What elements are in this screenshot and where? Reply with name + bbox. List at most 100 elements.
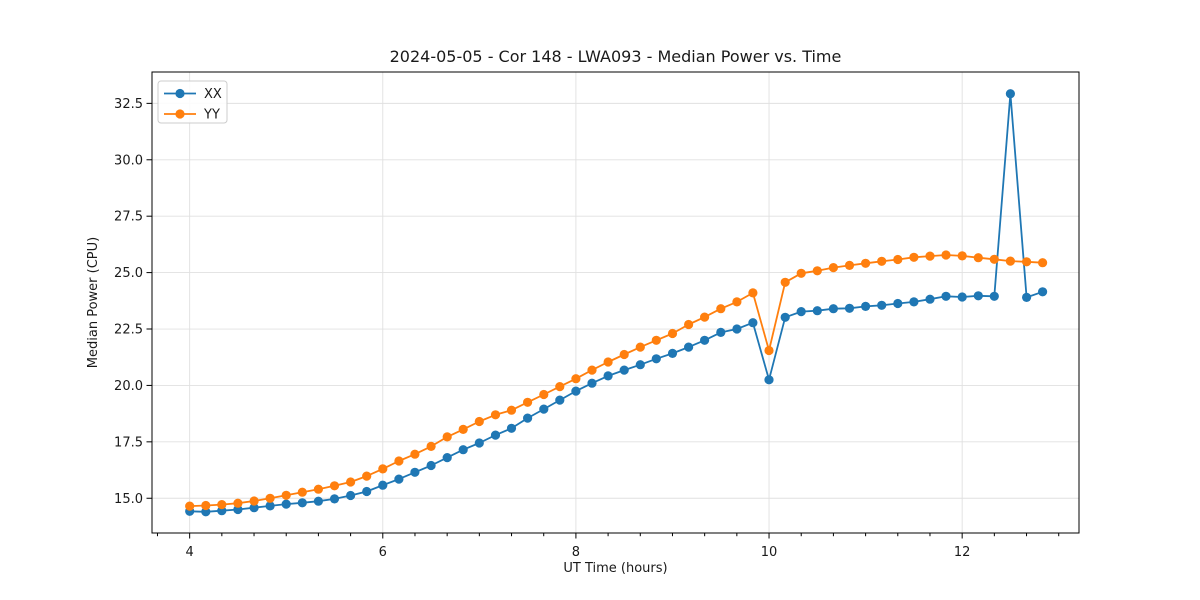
- series-XX-marker: [1022, 292, 1032, 302]
- series-XX-marker: [861, 301, 871, 311]
- series-XX-marker: [989, 291, 999, 301]
- series-XX-marker: [684, 342, 694, 352]
- legend-item-YY: YY: [164, 108, 220, 123]
- series-XX-marker: [329, 494, 340, 504]
- series-XX: [185, 89, 1048, 517]
- series-YY-marker: [571, 374, 581, 384]
- series-YY-marker: [700, 312, 710, 322]
- series-YY-marker: [909, 252, 919, 262]
- series-YY-marker: [217, 500, 227, 510]
- series-XX-marker: [973, 291, 983, 301]
- series-YY-marker: [378, 464, 388, 474]
- series-YY-marker: [458, 424, 468, 434]
- series-XX-marker: [844, 303, 855, 313]
- y-tick-label: 15.0: [114, 492, 143, 507]
- series-YY-marker: [297, 487, 307, 497]
- series-YY-marker: [1005, 256, 1016, 266]
- series-XX-marker: [571, 386, 581, 396]
- series-XX-marker: [893, 298, 903, 309]
- series-YY-marker: [764, 345, 774, 356]
- series-XX-marker: [732, 324, 742, 334]
- series-XX-marker: [458, 445, 468, 455]
- series-XX-marker: [442, 453, 452, 463]
- series-XX-marker: [265, 501, 275, 511]
- series-XX-marker: [378, 480, 388, 490]
- series-YY-marker: [233, 498, 243, 508]
- legend-marker: [175, 109, 185, 119]
- chart-title: 2024-05-05 - Cor 148 - LWA093 - Median P…: [390, 47, 842, 66]
- series-YY-marker: [394, 456, 404, 466]
- y-tick-label: 17.5: [114, 435, 143, 450]
- series-XX-marker: [539, 404, 549, 414]
- series-YY-marker: [861, 258, 871, 268]
- series-YY-marker: [281, 490, 291, 500]
- axis-ticks: [146, 102, 1060, 539]
- axes-spines: [151, 71, 1080, 534]
- series-YY-marker: [893, 254, 903, 265]
- series-YY-marker: [684, 319, 694, 330]
- series-YY-marker: [265, 493, 275, 503]
- series-YY-marker: [410, 449, 420, 459]
- y-tick-label: 32.5: [114, 97, 143, 112]
- series-YY-marker: [1022, 257, 1032, 267]
- series-XX-marker: [1038, 287, 1048, 297]
- series-YY-marker: [329, 481, 340, 491]
- series-XX-marker: [748, 318, 758, 328]
- series-YY-marker: [523, 397, 533, 407]
- series-YY-marker: [490, 410, 501, 420]
- series-XX-marker: [667, 348, 678, 358]
- legend-label: YY: [203, 108, 220, 123]
- series-YY-marker: [877, 256, 887, 266]
- series-YY-marker: [796, 268, 806, 278]
- series-YY-marker: [941, 250, 951, 260]
- series-XX-marker: [764, 375, 774, 385]
- series-XX-marker: [233, 504, 243, 515]
- series-XX-marker: [812, 306, 822, 316]
- series-XX-marker: [281, 499, 291, 509]
- series-YY-marker: [1038, 258, 1048, 268]
- series-YY-marker: [426, 441, 436, 451]
- legend: XX YY: [157, 80, 228, 124]
- legend-item-XX: XX: [164, 87, 222, 102]
- legend-label: XX: [204, 87, 222, 102]
- series-XX-marker: [700, 335, 710, 345]
- series-YY-marker: [506, 405, 517, 415]
- series-XX-marker: [362, 486, 372, 497]
- series-YY-marker: [603, 357, 613, 367]
- series-YY-marker: [780, 277, 790, 287]
- series-XX-marker: [394, 474, 404, 484]
- series-XX-marker: [1005, 89, 1016, 99]
- series-YY-marker: [362, 471, 372, 481]
- series-XX-marker: [346, 490, 356, 501]
- series-XX-marker: [716, 327, 726, 337]
- series-XX-marker: [877, 300, 887, 310]
- x-axis-label: UT Time (hours): [563, 561, 667, 576]
- series-YY-marker: [651, 335, 661, 345]
- series-XX-marker: [957, 292, 967, 302]
- legend-box: [157, 80, 228, 124]
- series-XX-marker: [555, 395, 565, 405]
- series-YY-marker: [249, 496, 259, 506]
- series-XX-marker: [201, 507, 211, 517]
- series-YY: [185, 250, 1048, 511]
- series-XX-marker: [249, 503, 259, 513]
- series-YY-marker: [812, 266, 822, 276]
- series-YY-marker: [973, 253, 983, 263]
- series-XX-marker: [603, 371, 613, 381]
- y-tick-label: 20.0: [114, 379, 143, 394]
- y-tick-label: 27.5: [114, 210, 143, 225]
- series-YY-marker: [925, 251, 935, 261]
- series-YY-marker: [442, 432, 452, 442]
- series-YY-marker: [555, 382, 565, 392]
- series-XX-marker: [506, 423, 517, 433]
- x-tick-label: 10: [761, 545, 778, 560]
- series-XX-marker: [490, 430, 501, 440]
- series-YY-marker: [635, 342, 645, 352]
- legend-marker: [175, 88, 185, 99]
- x-tick-label: 6: [379, 545, 387, 560]
- series-XX-marker: [313, 496, 323, 506]
- x-tick-label: 4: [186, 545, 194, 560]
- series-YY-marker: [313, 484, 323, 494]
